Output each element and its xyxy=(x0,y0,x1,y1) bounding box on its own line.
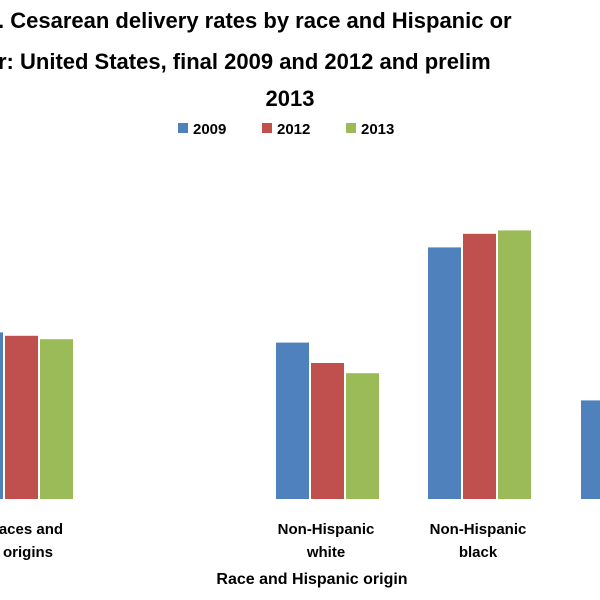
bar-2009-2 xyxy=(428,247,461,499)
legend-label-2009: 2009 xyxy=(193,121,226,138)
chart-title: . Cesarean delivery rates by race and Hi… xyxy=(0,8,512,111)
x-tick-label-2-line1: Non-Hispanic xyxy=(430,521,527,538)
legend-swatch-2012 xyxy=(262,123,272,133)
bar-2013-1 xyxy=(346,373,379,499)
legend-label-2012: 2012 xyxy=(277,121,310,138)
bar-2009-3 xyxy=(581,400,600,499)
chart-title-line-1: . Cesarean delivery rates by race and Hi… xyxy=(0,8,512,33)
x-tick-label-0-line1: races and xyxy=(0,521,63,538)
x-tick-label-2-line2: black xyxy=(459,544,498,561)
x-tick-label-1-line2: white xyxy=(306,544,345,561)
legend-label-2013: 2013 xyxy=(361,121,394,138)
chart-legend: 2009 2012 2013 xyxy=(178,121,394,138)
x-tick-labels: races and origins Non-Hispanic white Non-His… xyxy=(0,521,526,561)
bar-2013-0 xyxy=(40,339,73,499)
legend-swatch-2009 xyxy=(178,123,188,133)
bar-series-group xyxy=(0,230,600,500)
x-axis-label: Race and Hispanic origin xyxy=(216,571,407,588)
chart-title-line-2: r: United States, final 2009 and 2012 an… xyxy=(0,49,491,74)
chart-title-line-3: 2013 xyxy=(266,86,315,111)
bar-2009-0 xyxy=(0,332,3,499)
legend-swatch-2013 xyxy=(346,123,356,133)
x-tick-label-0-line2: origins xyxy=(3,544,53,561)
bar-2013-2 xyxy=(498,230,531,499)
x-tick-label-1-line1: Non-Hispanic xyxy=(278,521,375,538)
bar-2009-1 xyxy=(276,342,309,499)
bar-2012-2 xyxy=(463,233,496,500)
bar-2012-0 xyxy=(5,335,38,499)
bar-2012-1 xyxy=(311,363,344,499)
